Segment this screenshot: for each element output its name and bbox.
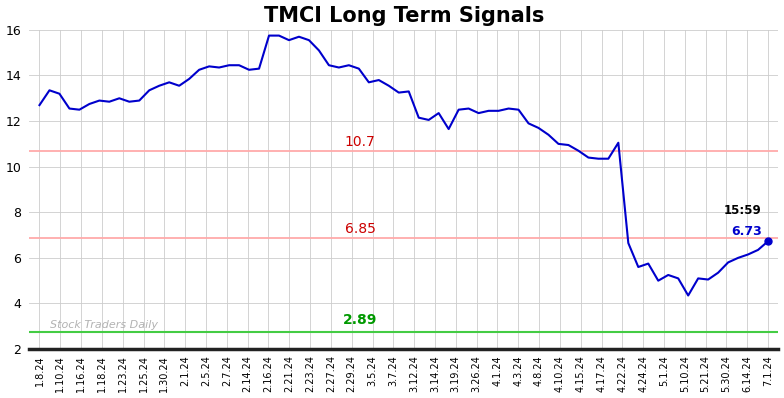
Title: TMCI Long Term Signals: TMCI Long Term Signals [263,6,544,25]
Text: 6.85: 6.85 [345,222,376,236]
Text: 15:59: 15:59 [724,204,762,217]
Text: 6.73: 6.73 [731,225,762,238]
Text: 10.7: 10.7 [345,135,376,149]
Text: Stock Traders Daily: Stock Traders Daily [50,320,158,330]
Text: 2.89: 2.89 [343,313,377,327]
